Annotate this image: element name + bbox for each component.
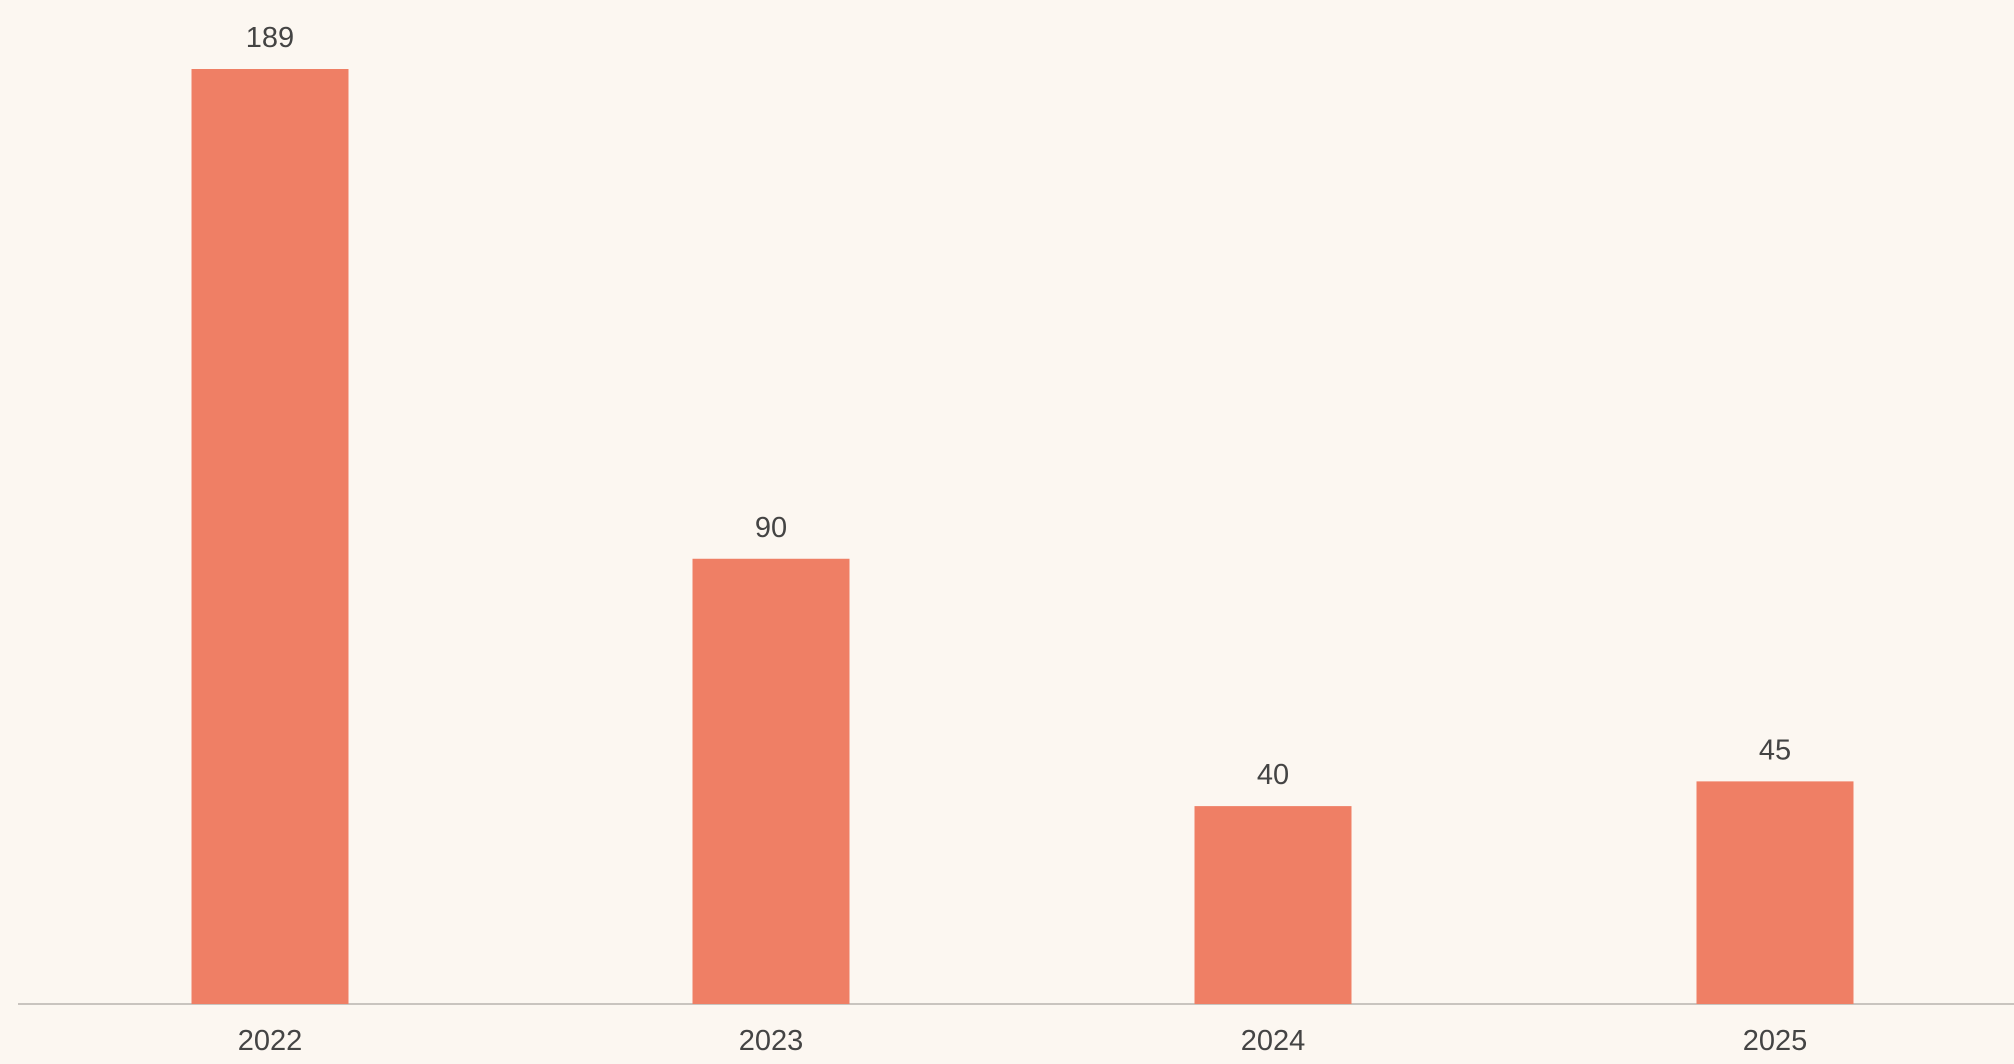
x-tick-label-2023: 2023 — [739, 1025, 804, 1057]
x-tick-label-2024: 2024 — [1241, 1025, 1306, 1057]
bar-2025 — [1696, 781, 1854, 1004]
x-tick-labels-group: 2022 2023 2024 2025 — [238, 1025, 1808, 1057]
bar-2022 — [191, 69, 349, 1004]
x-tick-label-2025: 2025 — [1743, 1025, 1808, 1057]
data-label-2025: 45 — [1759, 734, 1791, 766]
data-labels-group: 189 90 40 45 — [246, 22, 1791, 791]
data-label-2022: 189 — [246, 22, 294, 54]
data-label-2023: 90 — [755, 512, 787, 544]
x-tick-label-2022: 2022 — [238, 1025, 303, 1057]
bar-2023 — [692, 558, 850, 1004]
bars-group — [191, 69, 1854, 1004]
bar-2024 — [1194, 806, 1352, 1004]
data-label-2024: 40 — [1257, 759, 1289, 791]
